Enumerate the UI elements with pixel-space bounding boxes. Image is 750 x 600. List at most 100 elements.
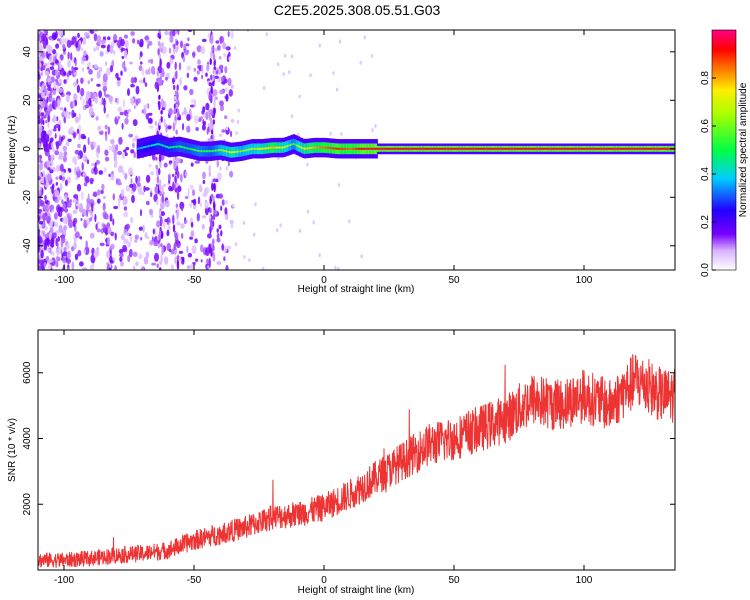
spectrogram-ridge-core [391, 147, 394, 150]
spectrogram-noise-cell [49, 66, 55, 70]
spectrogram-noise-cell [61, 199, 64, 205]
spectrogram-noise-cell [97, 189, 101, 196]
spectrogram-streak-cell [212, 133, 215, 144]
spectrogram-noise-cell [163, 162, 168, 168]
spectrogram-noise-cell [93, 33, 98, 42]
spectrogram-noise-cell [101, 183, 105, 191]
spectrogram-noise-cell [44, 30, 47, 35]
spectrogram-ridge-core [177, 145, 180, 148]
spectrogram-noise-cell [230, 130, 232, 138]
spectrogram-noise-cell [81, 56, 86, 62]
spectrogram-noise-cell [279, 223, 282, 228]
spectrogram-noise-cell [93, 64, 98, 69]
spectrogram-noise-cell [94, 162, 97, 169]
spectrogram-noise-cell [223, 115, 228, 120]
spectrogram-streak-cell [175, 103, 178, 110]
spectrogram-noise-cell [147, 117, 153, 124]
spectrogram-noise-cell [359, 60, 362, 65]
spectrogram-noise-cell [47, 78, 51, 83]
spectrogram-noise-cell [143, 104, 148, 108]
spectrogram-noise-cell [38, 119, 41, 125]
spectrogram-ridge-core [607, 147, 611, 150]
spectrogram-noise-cell [41, 91, 46, 99]
spectrogram-noise-cell [41, 99, 46, 109]
spectrogram-ridge-core [575, 147, 578, 150]
spectrogram-streak-cell [176, 40, 179, 46]
spectrogram-ridge-core [494, 147, 497, 150]
spectrogram-noise-cell [90, 77, 93, 82]
spectrogram-ridge-core [514, 147, 517, 150]
spectrogram-noise-cell [360, 254, 363, 259]
spectrogram-noise-cell [201, 38, 207, 43]
spectrogram-noise-cell [54, 150, 60, 156]
spectrogram-ridge-core [258, 147, 261, 150]
spectrogram-noise-cell [106, 67, 111, 76]
spectrogram-ridge-core [464, 147, 467, 150]
spectrogram-noise-cell [115, 72, 119, 79]
spectrogram-noise-cell [154, 252, 159, 262]
spectrogram-noise-cell [219, 105, 225, 112]
spectrogram-noise-cell [192, 51, 196, 59]
spectrogram-noise-cell [225, 265, 229, 270]
spectrogram-noise-cell [104, 149, 109, 156]
spectrogram-ridge-core [263, 147, 266, 150]
spectrogram-noise-cell [186, 72, 190, 79]
spectrogram-ridge-core [451, 147, 455, 150]
spectrogram-noise-cell [147, 40, 153, 46]
spectrogram-ridge-core [174, 145, 177, 148]
spectrogram-noise-cell [184, 49, 189, 56]
spectrogram-noise-cell [83, 144, 87, 154]
spectrogram-ridge-core [255, 147, 258, 150]
spectrogram-ridge-core [587, 147, 590, 150]
spectrogram-ridge-core [363, 147, 366, 150]
spectrogram-noise-cell [50, 250, 53, 255]
spectrogram-ridge-core [180, 145, 183, 148]
spectrogram-noise-cell [113, 50, 116, 55]
spectrogram-ridge-core [193, 148, 196, 151]
spectrogram-ridge-core [406, 147, 410, 150]
spectrogram-ridge-core [459, 147, 463, 150]
spectrogram-noise-cell [77, 143, 81, 149]
spectrogram-noise-cell [52, 55, 56, 65]
spectrogram-noise-cell [75, 116, 79, 124]
spectrogram-noise-cell [338, 39, 342, 44]
x-tick-label: 100 [576, 275, 593, 286]
spectrogram-noise-cell [83, 32, 89, 37]
spectrogram-noise-cell [84, 104, 90, 109]
spectrogram-ridge-core [528, 147, 531, 150]
spectrogram-noise-cell [201, 110, 205, 115]
spectrogram-noise-cell [72, 199, 77, 203]
spectrogram-noise-cell [136, 39, 140, 45]
spectrogram-noise-cell [85, 209, 89, 218]
spectrogram-ridge-core [614, 147, 617, 150]
spectrogram-noise-cell [201, 74, 204, 80]
spectrogram-noise-cell [225, 166, 229, 171]
spectrogram-ridge-core [347, 147, 350, 150]
spectrogram-ridge-core [313, 146, 316, 149]
spectrogram-noise-cell [61, 171, 65, 176]
spectrogram-noise-cell [218, 56, 222, 60]
spectrogram-noise-cell [143, 77, 146, 84]
spectrogram-noise-cell [218, 224, 222, 230]
spectrogram-noise-cell [135, 99, 139, 106]
spectrogram-ridge-core [434, 147, 438, 150]
spectrogram-ridge-core [548, 147, 551, 150]
spectrogram-noise-cell [132, 265, 136, 270]
spectrogram-noise-cell [55, 182, 58, 186]
spectrogram-noise-cell [78, 203, 83, 212]
spectrogram-noise-cell [56, 255, 59, 263]
spectrogram-ridge-core [261, 147, 264, 150]
spectrogram-ridge-core [512, 147, 516, 150]
x-tick-label: 0 [321, 575, 327, 586]
spectrogram-noise-cell [161, 46, 167, 55]
spectrogram-noise-cell [127, 241, 131, 248]
spectrogram-noise-cell [64, 207, 68, 214]
spectrogram-noise-cell [82, 36, 87, 46]
spectrogram-noise-cell [120, 261, 124, 267]
spectrogram-streak-cell [209, 215, 212, 220]
spectrogram-noise-cell [190, 263, 194, 270]
spectrogram-streak-cell [158, 118, 161, 126]
spectrogram-noise-cell [145, 200, 150, 206]
spectrogram-noise-cell [116, 97, 119, 105]
spectrogram-streak-cell [158, 209, 162, 216]
